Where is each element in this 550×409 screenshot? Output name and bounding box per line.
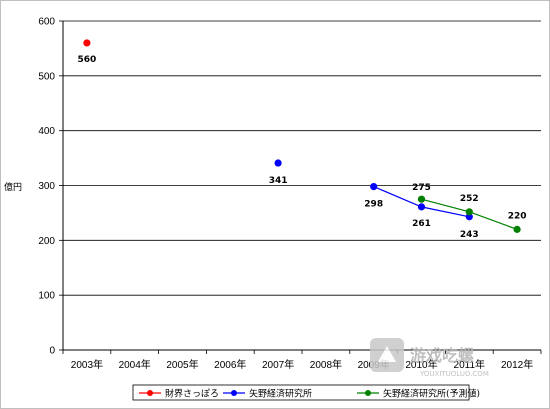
x-tick-label: 2004年 [119, 358, 151, 371]
data-label: 275 [412, 183, 431, 193]
legend-swatch-marker [365, 390, 371, 396]
watermark-text: 游戏吃螺 [410, 346, 474, 365]
series-layer [83, 39, 521, 233]
legend: 財界さっぽろ 矢野経済研究所 矢野経済研究所(予測値) [132, 384, 480, 401]
data-label: 560 [78, 55, 97, 65]
y-tick-label: 0 [49, 346, 55, 357]
x-tick-label: 2008年 [310, 358, 342, 371]
y-tick-label: 100 [38, 291, 55, 302]
data-point [83, 39, 91, 47]
data-point [465, 213, 473, 221]
y-tick-label: 400 [38, 126, 55, 137]
y-tick-label: 500 [38, 71, 55, 82]
data-point [417, 203, 426, 211]
data-point [513, 225, 521, 233]
watermark-logo-mark [378, 346, 396, 362]
x-tick-label: 2005年 [166, 358, 198, 371]
legend-entry: 財界さっぽろ [165, 388, 219, 400]
legend-swatch-marker [147, 390, 153, 396]
x-tick-label: 2007年 [262, 358, 294, 371]
data-label: 341 [269, 176, 288, 186]
y-tick-label: 200 [38, 236, 55, 247]
data-point [465, 208, 473, 216]
x-tick-label: 2006年 [214, 358, 246, 371]
watermark: 游戏吃螺 YOUXITUOLUO.COM [370, 338, 489, 378]
data-labels: 560 341 298 261 243 275 252 220 [78, 55, 527, 240]
y-tick-labels: 0 100 200 300 400 500 600 [38, 17, 55, 357]
y-axis-unit-label: 億円 [4, 181, 22, 193]
x-tick-label: 2010年 [405, 358, 437, 371]
data-label: 261 [412, 219, 431, 229]
legend-swatch-marker [231, 390, 237, 396]
data-point [417, 195, 426, 203]
data-label: 252 [460, 194, 479, 204]
x-tick-label: 2003年 [71, 358, 103, 371]
data-point [274, 159, 282, 167]
legend-box [132, 384, 470, 401]
data-label: 243 [460, 230, 479, 240]
gridlines [59, 20, 541, 351]
data-label: 298 [364, 200, 383, 210]
data-label: 220 [508, 211, 527, 221]
data-point [370, 182, 378, 191]
legend-entry: 矢野経済研究所 [249, 388, 312, 400]
x-tick-label: 2012年 [501, 358, 533, 371]
watermark-subtext: YOUXITUOLUO.COM [419, 370, 489, 378]
axes [62, 21, 542, 354]
y-tick-label: 300 [38, 181, 55, 192]
legend-entry: 矢野経済研究所(予測値) [383, 388, 480, 400]
x-tick-label: 2011年 [454, 358, 486, 371]
y-tick-label: 600 [38, 17, 55, 28]
